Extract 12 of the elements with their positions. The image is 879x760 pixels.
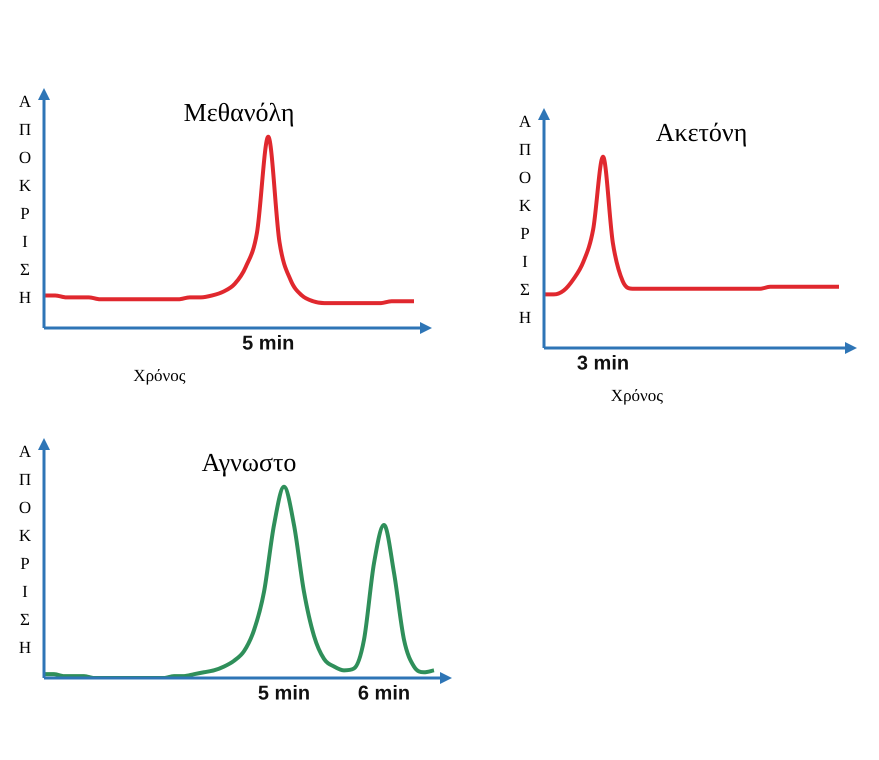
y-axis-title: ΑΠΟΚΡΙΣΗ (18, 91, 32, 309)
text: 3 min (576, 352, 630, 375)
text: 5 min (258, 682, 310, 705)
chart-title: Αγνωστο (200, 448, 298, 478)
y-axis-title: ΑΠΟΚΡΙΣΗ (18, 441, 32, 659)
y-axis-title: ΑΠΟΚΡΙΣΗ (518, 111, 532, 329)
x-axis-title: Χρόνος (610, 386, 664, 406)
x-axis-title: Χρόνος (132, 366, 186, 386)
chart-title: Ακετόνη (654, 118, 748, 148)
text: 5 min (242, 332, 294, 355)
text: 6 min (358, 682, 410, 705)
chart-title: Μεθανόλη (182, 98, 296, 128)
